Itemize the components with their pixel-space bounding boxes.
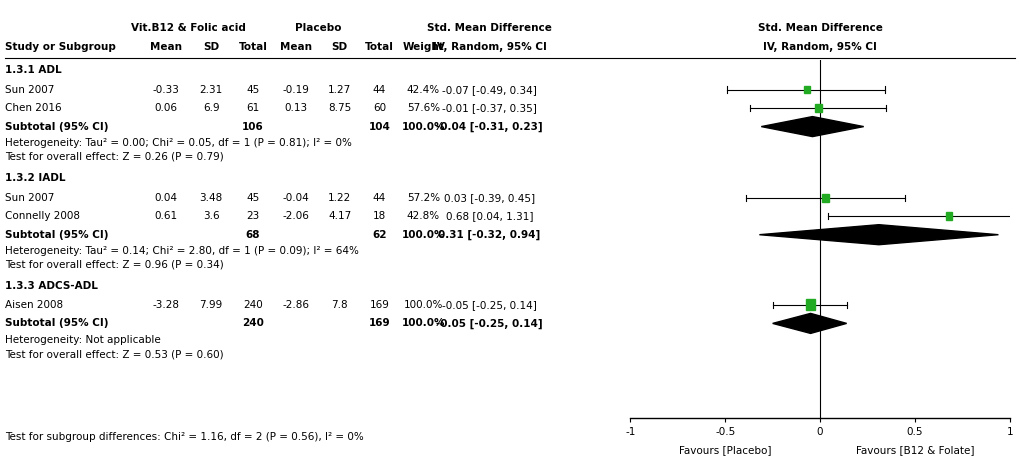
Text: 100.0%: 100.0% [401, 230, 444, 240]
Text: 61: 61 [247, 103, 259, 113]
Text: 8.75: 8.75 [328, 103, 351, 113]
Text: 44: 44 [373, 85, 385, 95]
Text: Test for overall effect: Z = 0.96 (P = 0.34): Test for overall effect: Z = 0.96 (P = 0… [5, 260, 223, 270]
Text: 45: 45 [247, 193, 259, 203]
Text: 57.2%: 57.2% [407, 193, 439, 203]
Text: 18: 18 [373, 211, 385, 221]
Text: 42.4%: 42.4% [407, 85, 439, 95]
Text: 3.6: 3.6 [203, 211, 219, 221]
Polygon shape [758, 225, 998, 245]
Text: Sun 2007: Sun 2007 [5, 193, 54, 203]
Polygon shape [760, 116, 863, 137]
Text: 23: 23 [247, 211, 259, 221]
Text: 6.9: 6.9 [203, 103, 219, 113]
Text: 62: 62 [372, 230, 386, 240]
Text: SD: SD [331, 42, 347, 52]
Text: Chen 2016: Chen 2016 [5, 103, 62, 113]
Text: Subtotal (95% CI): Subtotal (95% CI) [5, 230, 108, 240]
Text: Aisen 2008: Aisen 2008 [5, 300, 63, 310]
Text: 68: 68 [246, 230, 260, 240]
Text: Connelly 2008: Connelly 2008 [5, 211, 81, 221]
Text: 240: 240 [243, 300, 263, 310]
Text: Study or Subgroup: Study or Subgroup [5, 42, 116, 52]
Text: 100.0%: 100.0% [401, 122, 444, 132]
Text: 1.3.2 IADL: 1.3.2 IADL [5, 173, 65, 183]
Text: 1.3.1 ADL: 1.3.1 ADL [5, 65, 62, 75]
Text: 44: 44 [373, 193, 385, 203]
Text: 7.99: 7.99 [200, 300, 222, 310]
Text: 100.0%: 100.0% [404, 300, 442, 310]
Text: 0.06: 0.06 [155, 103, 177, 113]
Text: -0.01 [-0.37, 0.35]: -0.01 [-0.37, 0.35] [441, 103, 537, 113]
Text: Vit.B12 & Folic acid: Vit.B12 & Folic acid [131, 23, 246, 33]
Text: 45: 45 [247, 85, 259, 95]
Text: Test for overall effect: Z = 0.26 (P = 0.79): Test for overall effect: Z = 0.26 (P = 0… [5, 152, 223, 162]
Text: -0.05 [-0.25, 0.14]: -0.05 [-0.25, 0.14] [441, 300, 537, 310]
Text: Heterogeneity: Tau² = 0.14; Chi² = 2.80, df = 1 (P = 0.09); I² = 64%: Heterogeneity: Tau² = 0.14; Chi² = 2.80,… [5, 246, 359, 256]
Text: Mean: Mean [279, 42, 312, 52]
Text: IV, Random, 95% CI: IV, Random, 95% CI [762, 42, 876, 52]
Text: Heterogeneity: Tau² = 0.00; Chi² = 0.05, df = 1 (P = 0.81); I² = 0%: Heterogeneity: Tau² = 0.00; Chi² = 0.05,… [5, 138, 352, 148]
Text: -0.33: -0.33 [153, 85, 179, 95]
Text: 2.31: 2.31 [200, 85, 222, 95]
Bar [945, 213, 952, 220]
Text: Subtotal (95% CI): Subtotal (95% CI) [5, 122, 108, 132]
Text: 1.3.3 ADCS-ADL: 1.3.3 ADCS-ADL [5, 280, 98, 291]
Text: 0.68 [0.04, 1.31]: 0.68 [0.04, 1.31] [445, 211, 533, 221]
Text: 0.61: 0.61 [155, 211, 177, 221]
Text: SD: SD [203, 42, 219, 52]
Text: -0.04: -0.04 [282, 193, 309, 203]
Text: Heterogeneity: Not applicable: Heterogeneity: Not applicable [5, 335, 161, 346]
Text: 7.8: 7.8 [331, 300, 347, 310]
Text: -0.19: -0.19 [282, 85, 309, 95]
Text: 169: 169 [368, 318, 390, 328]
Text: 169: 169 [369, 300, 389, 310]
Bar [821, 194, 828, 202]
Text: Test for subgroup differences: Chi² = 1.16, df = 2 (P = 0.56), I² = 0%: Test for subgroup differences: Chi² = 1.… [5, 432, 364, 442]
Text: 60: 60 [373, 103, 385, 113]
Text: -0.04 [-0.31, 0.23]: -0.04 [-0.31, 0.23] [436, 122, 542, 132]
Text: Total: Total [238, 42, 267, 52]
Text: 1.27: 1.27 [328, 85, 351, 95]
Text: -2.86: -2.86 [282, 300, 309, 310]
Text: Subtotal (95% CI): Subtotal (95% CI) [5, 318, 108, 328]
Text: 0.13: 0.13 [284, 103, 307, 113]
Text: 0.04: 0.04 [155, 193, 177, 203]
Text: Sun 2007: Sun 2007 [5, 85, 54, 95]
Text: Std. Mean Difference: Std. Mean Difference [427, 23, 551, 33]
Text: Favours [B12 & Folate]: Favours [B12 & Folate] [855, 445, 973, 455]
Text: 3.48: 3.48 [200, 193, 222, 203]
Text: Favours [Placebo]: Favours [Placebo] [679, 445, 770, 455]
Text: -2.06: -2.06 [282, 211, 309, 221]
Text: 106: 106 [242, 122, 264, 132]
Text: 240: 240 [242, 318, 264, 328]
Bar [803, 86, 809, 93]
Text: Std. Mean Difference: Std. Mean Difference [757, 23, 881, 33]
Text: Placebo: Placebo [294, 23, 341, 33]
Text: 104: 104 [368, 122, 390, 132]
Text: Total: Total [365, 42, 393, 52]
Text: 57.6%: 57.6% [407, 103, 439, 113]
Text: 42.8%: 42.8% [407, 211, 439, 221]
Text: Mean: Mean [150, 42, 182, 52]
Text: 100.0%: 100.0% [401, 318, 444, 328]
Bar [805, 299, 814, 310]
Text: -3.28: -3.28 [153, 300, 179, 310]
Text: Test for overall effect: Z = 0.53 (P = 0.60): Test for overall effect: Z = 0.53 (P = 0… [5, 349, 223, 359]
Bar [814, 104, 821, 112]
Text: 0.31 [-0.32, 0.94]: 0.31 [-0.32, 0.94] [438, 230, 540, 240]
Text: 4.17: 4.17 [328, 211, 351, 221]
Text: 1.22: 1.22 [328, 193, 351, 203]
Text: IV, Random, 95% CI: IV, Random, 95% CI [432, 42, 546, 52]
Text: -0.05 [-0.25, 0.14]: -0.05 [-0.25, 0.14] [436, 318, 542, 328]
Text: 0.03 [-0.39, 0.45]: 0.03 [-0.39, 0.45] [443, 193, 535, 203]
Text: -0.07 [-0.49, 0.34]: -0.07 [-0.49, 0.34] [441, 85, 537, 95]
Text: Weight: Weight [403, 42, 443, 52]
Polygon shape [772, 313, 846, 334]
